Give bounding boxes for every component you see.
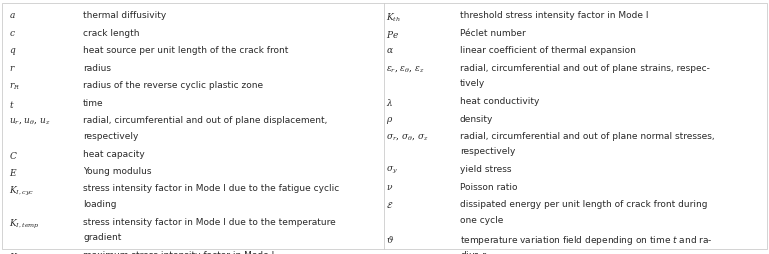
Text: time: time (83, 98, 104, 107)
Text: $\varepsilon_r$, $\varepsilon_{\theta}$, $\varepsilon_z$: $\varepsilon_r$, $\varepsilon_{\theta}$,… (386, 64, 424, 74)
Text: gradient: gradient (83, 232, 122, 241)
Text: radial, circumferential and out of plane displacement,: radial, circumferential and out of plane… (83, 116, 328, 125)
Text: one cycle: one cycle (460, 215, 503, 224)
Text: crack length: crack length (83, 29, 139, 38)
Text: $K_{I,max}$: $K_{I,max}$ (9, 250, 37, 254)
Text: $\mathcal{E}$: $\mathcal{E}$ (386, 200, 394, 210)
Text: $r$: $r$ (9, 64, 16, 73)
Text: $\lambda$: $\lambda$ (386, 97, 393, 108)
Text: $C$: $C$ (9, 149, 18, 160)
Text: radius: radius (83, 64, 111, 73)
Text: radial, circumferential and out of plane strains, respec-: radial, circumferential and out of plane… (460, 64, 710, 73)
Text: Péclet number: Péclet number (460, 29, 526, 38)
Text: dius $r$: dius $r$ (460, 248, 488, 254)
Text: $\rho$: $\rho$ (386, 114, 393, 125)
Text: threshold stress intensity factor in Mode I: threshold stress intensity factor in Mod… (460, 11, 648, 20)
Text: respectively: respectively (83, 131, 138, 140)
Text: stress intensity factor in Mode I due to the fatigue cyclic: stress intensity factor in Mode I due to… (83, 184, 339, 193)
Text: dissipated energy per unit length of crack front during: dissipated energy per unit length of cra… (460, 200, 707, 209)
Text: heat capacity: heat capacity (83, 149, 145, 158)
Text: $\sigma_r$, $\sigma_{\theta}$, $\sigma_z$: $\sigma_r$, $\sigma_{\theta}$, $\sigma_z… (386, 132, 428, 141)
Text: stress intensity factor in Mode I due to the temperature: stress intensity factor in Mode I due to… (83, 217, 336, 226)
Text: $r_R$: $r_R$ (9, 81, 20, 91)
Text: Young modulus: Young modulus (83, 166, 151, 175)
Text: Poisson ratio: Poisson ratio (460, 182, 518, 191)
Text: density: density (460, 114, 493, 123)
Text: heat source per unit length of the crack front: heat source per unit length of the crack… (83, 46, 288, 55)
Text: respectively: respectively (460, 147, 515, 156)
Text: radial, circumferential and out of plane normal stresses,: radial, circumferential and out of plane… (460, 132, 714, 140)
Text: radius of the reverse cyclic plastic zone: radius of the reverse cyclic plastic zon… (83, 81, 263, 90)
Text: $\vartheta$: $\vartheta$ (386, 233, 394, 244)
Text: temperature variation field depending on time $t$ and ra-: temperature variation field depending on… (460, 233, 713, 246)
Text: $\nu$: $\nu$ (386, 182, 393, 191)
Text: $u_r$, $u_{\theta}$, $u_z$: $u_r$, $u_{\theta}$, $u_z$ (9, 116, 51, 126)
Text: loading: loading (83, 199, 117, 208)
Text: maximum stress intensity factor in Mode I: maximum stress intensity factor in Mode … (83, 250, 275, 254)
FancyBboxPatch shape (2, 4, 767, 249)
Text: $Pe$: $Pe$ (386, 29, 399, 40)
Text: $K_{I,temp}$: $K_{I,temp}$ (9, 217, 40, 230)
Text: thermal diffusivity: thermal diffusivity (83, 11, 166, 20)
Text: $E$: $E$ (9, 166, 18, 177)
Text: $\sigma_y$: $\sigma_y$ (386, 165, 398, 176)
Text: $a$: $a$ (9, 11, 16, 20)
Text: heat conductivity: heat conductivity (460, 97, 539, 106)
Text: $K_{th}$: $K_{th}$ (386, 11, 401, 24)
Text: $c$: $c$ (9, 29, 16, 38)
Text: yield stress: yield stress (460, 165, 511, 174)
Text: $K_{I,cyc}$: $K_{I,cyc}$ (9, 184, 35, 197)
Text: $q$: $q$ (9, 46, 17, 57)
Text: linear coefficient of thermal expansion: linear coefficient of thermal expansion (460, 46, 636, 55)
Text: $\alpha$: $\alpha$ (386, 46, 394, 55)
Text: tively: tively (460, 79, 485, 88)
Text: $t$: $t$ (9, 98, 15, 109)
